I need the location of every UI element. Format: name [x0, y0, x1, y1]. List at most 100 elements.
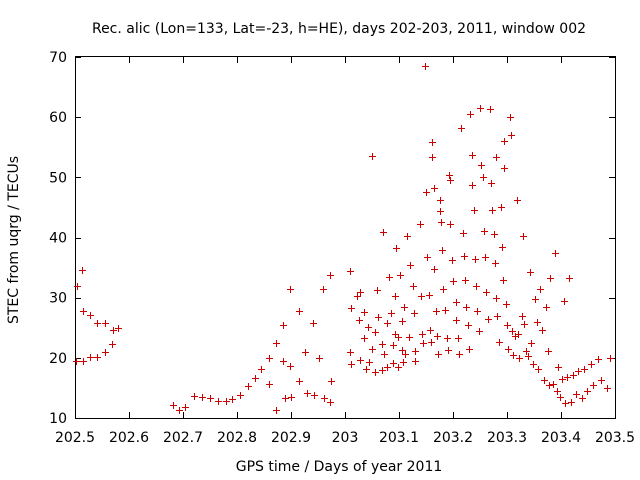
data-point [508, 132, 515, 139]
data-point [435, 351, 442, 358]
data-point [545, 348, 552, 355]
data-point [388, 310, 395, 317]
data-point [500, 277, 507, 284]
data-point [438, 219, 445, 226]
data-point [273, 340, 280, 347]
data-point [463, 304, 470, 311]
data-point [327, 399, 334, 406]
data-point [182, 404, 189, 411]
data-point [392, 331, 399, 338]
data-point [348, 361, 355, 368]
data-point [320, 286, 327, 293]
data-point [366, 359, 373, 366]
data-point [381, 351, 388, 358]
data-point [282, 395, 289, 402]
data-point [422, 63, 429, 70]
data-point [527, 269, 534, 276]
data-point [539, 327, 546, 334]
data-point [399, 318, 406, 325]
data-point [444, 335, 451, 342]
data-point [110, 327, 117, 334]
data-point [316, 355, 323, 362]
y-axis: 10 20 30 40 50 60 70 [49, 50, 615, 427]
data-point [395, 364, 402, 371]
data-point [588, 361, 595, 368]
data-point [499, 244, 506, 251]
data-point [474, 308, 481, 315]
data-point [393, 245, 400, 252]
data-point [357, 289, 364, 296]
data-point [476, 328, 483, 335]
data-point [401, 304, 408, 311]
data-point [397, 272, 404, 279]
data-point [411, 310, 418, 317]
data-point [564, 374, 571, 381]
data-point [520, 233, 527, 240]
data-point [374, 287, 381, 294]
data-point [554, 388, 561, 395]
data-point [458, 125, 465, 132]
data-point [482, 254, 489, 261]
data-point [453, 317, 460, 324]
data-point [590, 382, 597, 389]
data-point [473, 283, 480, 290]
data-point [505, 346, 512, 353]
data-point [509, 328, 516, 335]
data-point [304, 390, 311, 397]
data-point [575, 368, 582, 375]
data-point [419, 331, 426, 338]
data-point [445, 347, 452, 354]
data-point [357, 357, 364, 364]
data-point [402, 351, 409, 358]
data-point [515, 331, 522, 338]
data-point [407, 262, 414, 269]
data-point [428, 339, 435, 346]
data-point [530, 361, 537, 368]
data-point [369, 346, 376, 353]
data-point [423, 189, 430, 196]
y-tick-label: 10 [49, 411, 67, 427]
data-point [598, 377, 605, 384]
data-point [579, 395, 586, 402]
data-point [412, 348, 419, 355]
data-point [462, 277, 469, 284]
data-point [550, 381, 557, 388]
plot-frame [75, 56, 616, 419]
data-point [417, 221, 424, 228]
data-point [395, 334, 402, 341]
data-point [80, 358, 87, 365]
data-point [412, 358, 419, 365]
data-point [561, 298, 568, 305]
data-point [581, 366, 588, 373]
data-point [399, 347, 406, 354]
data-point [523, 348, 530, 355]
data-point [361, 309, 368, 316]
data-point [384, 320, 391, 327]
data-point [557, 394, 564, 401]
y-axis-label: STEC from uqrg / TECUs [6, 156, 22, 324]
data-point [450, 278, 457, 285]
data-point [510, 352, 517, 359]
data-point [494, 313, 501, 320]
data-point [392, 293, 399, 300]
data-point [379, 367, 386, 374]
x-tick-label: 202.7 [163, 430, 203, 446]
x-tick-label: 203.2 [433, 430, 473, 446]
y-tick-label: 30 [49, 291, 67, 307]
data-point [449, 257, 456, 264]
data-point [491, 231, 498, 238]
chart-title: Rec. alic (Lon=133, Lat=-23, h=HE), days… [92, 21, 586, 37]
data-point [543, 304, 550, 311]
data-point [390, 342, 397, 349]
data-point [516, 355, 523, 362]
data-point [94, 320, 101, 327]
data-point [446, 172, 453, 179]
data-point [455, 335, 462, 342]
data-point [431, 185, 438, 192]
data-point [447, 221, 454, 228]
data-point [514, 197, 521, 204]
x-tick-label: 202.9 [271, 430, 311, 446]
data-point [424, 254, 431, 261]
data-point [418, 293, 425, 300]
